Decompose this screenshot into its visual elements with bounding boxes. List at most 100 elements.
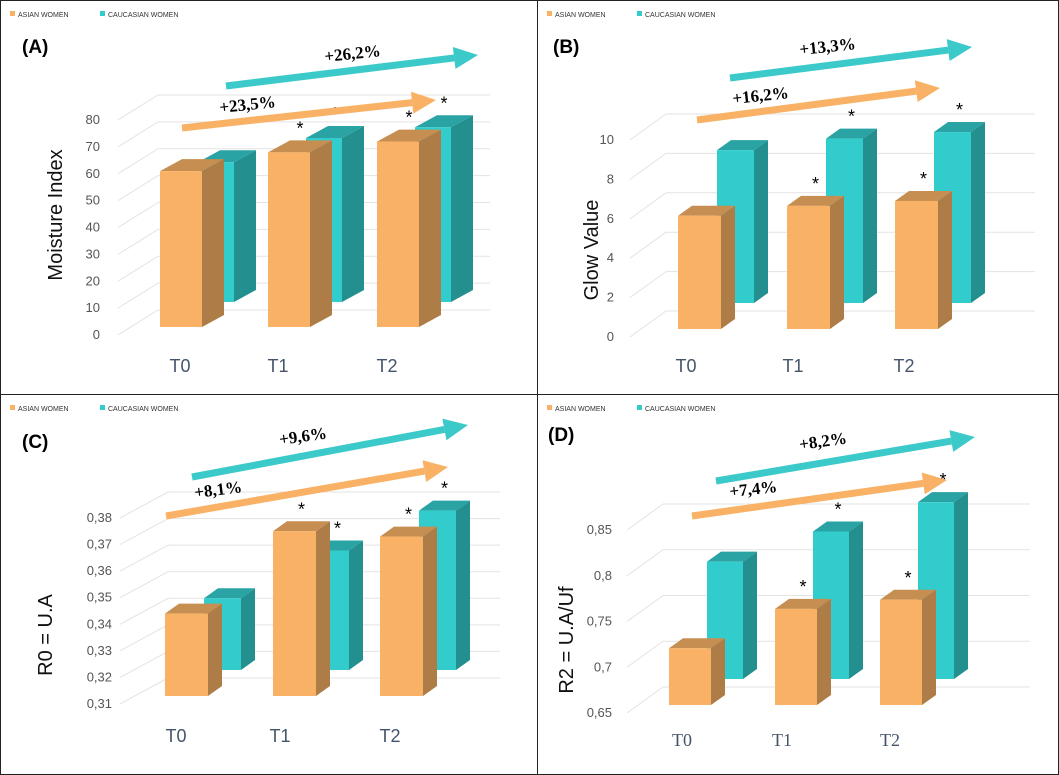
percent-change-label: +8,2%	[798, 428, 848, 453]
legend-swatch-asian	[10, 11, 15, 16]
percent-change-label: +8,1%	[193, 477, 243, 502]
percent-change-label: +16,2%	[731, 83, 789, 108]
significance-marker: *	[405, 505, 412, 525]
panel-label: (C)	[22, 432, 48, 453]
y-tick-label: 0,31	[87, 696, 112, 711]
gridline-side	[629, 231, 667, 259]
panel-d-frame	[537, 394, 1059, 775]
y-tick-label: 0,85	[587, 522, 612, 537]
legend-label-asian: ASIAN WOMEN	[555, 12, 606, 19]
gridline-side	[119, 677, 169, 705]
legend-label-caucasian: CAUCASIAN WOMEN	[108, 406, 178, 413]
legend-swatch-asian	[547, 405, 552, 410]
panel-label: (D)	[548, 425, 574, 446]
y-tick-label: 60	[86, 166, 100, 181]
gridline-side	[119, 624, 169, 652]
y-tick-label: 0,32	[87, 669, 112, 684]
legend-swatch-asian	[10, 405, 15, 410]
trend-arrow-asian	[696, 80, 940, 124]
significance-marker: *	[296, 118, 303, 138]
significance-marker: *	[834, 499, 841, 519]
bar-asian-t2	[880, 589, 936, 705]
y-tick-label: 70	[86, 139, 100, 154]
chart-panel-b: ASIAN WOMEN CAUCASIAN WOMEN (B) 0 2 4 6 8 10 Glow…	[547, 11, 1035, 376]
gridline-side	[626, 595, 664, 622]
y-tick-label: 0,34	[87, 616, 112, 631]
bar-asian-t0	[678, 205, 735, 329]
trend-arrow-caucasian	[729, 39, 972, 82]
legend-label-caucasian: CAUCASIAN WOMEN	[108, 12, 178, 19]
trend-arrow-caucasian	[191, 418, 468, 481]
gridline-side	[626, 549, 664, 577]
y-tick-label: 0,8	[594, 568, 612, 583]
gridline-side	[119, 650, 169, 678]
gridline-side	[117, 228, 159, 255]
bar-asian-t2	[380, 526, 437, 696]
gridline-side	[119, 597, 169, 625]
trend-arrow-asian	[165, 460, 448, 520]
x-tick-label: T2	[379, 726, 400, 746]
legend-label-caucasian: CAUCASIAN WOMEN	[645, 406, 715, 413]
legend-label-caucasian: CAUCASIAN WOMEN	[645, 12, 715, 19]
legend-label-asian: ASIAN WOMEN	[555, 406, 606, 413]
significance-marker: *	[441, 479, 448, 499]
x-tick-label: T2	[880, 730, 900, 750]
significance-marker: *	[405, 108, 412, 128]
y-tick-label: 0	[607, 329, 614, 344]
significance-marker: *	[812, 174, 819, 194]
y-tick-label: 20	[86, 273, 100, 288]
gridline-side	[629, 152, 667, 180]
y-tick-label: 0,75	[587, 614, 612, 629]
significance-marker: *	[440, 93, 447, 113]
bar-asian-t0	[160, 159, 224, 327]
y-tick-label: 4	[607, 250, 614, 265]
x-tick-label: T2	[376, 356, 397, 376]
legend-label-asian: ASIAN WOMEN	[18, 12, 69, 19]
bar-asian-t1	[273, 521, 330, 696]
significance-marker: *	[904, 568, 911, 588]
trend-arrow-caucasian	[225, 47, 478, 90]
legend-swatch-caucasian	[100, 11, 105, 16]
bar-asian-t0	[669, 638, 725, 705]
gridline-side	[119, 571, 169, 599]
y-tick-label: 40	[86, 220, 100, 235]
y-tick-label: 10	[86, 300, 100, 315]
bar-asian-t1	[787, 195, 844, 329]
gridline-side	[117, 121, 159, 148]
y-tick-label: 30	[86, 246, 100, 261]
chart-panel-a: ASIAN WOMEN CAUCASIAN WOMEN (A) 0 10 20 30 40 50…	[10, 11, 490, 376]
percent-change-label: +7,4%	[728, 477, 778, 501]
percent-change-label: +9,6%	[278, 423, 328, 448]
panel-label: (A)	[22, 37, 48, 58]
percent-change-label: +23,5%	[218, 92, 276, 117]
gridline-side	[629, 271, 667, 299]
chart-panel-d: ASIAN WOMEN CAUCASIAN WOMEN (D) 0,65 0,7 0,75…	[547, 405, 1030, 750]
gridline-side	[117, 255, 159, 282]
significance-marker: *	[298, 499, 305, 519]
y-tick-label: 0,35	[87, 590, 112, 605]
legend-swatch-asian	[547, 11, 552, 16]
x-tick-label: T2	[893, 356, 914, 376]
x-tick-label: T1	[269, 726, 290, 746]
bar-asian-t2	[895, 190, 952, 329]
trend-arrow-caucasian	[715, 430, 975, 485]
y-axis-label: R2 = U.A/Uf	[556, 586, 578, 694]
x-tick-label: T0	[165, 726, 186, 746]
y-axis-label: Glow Value	[581, 200, 603, 301]
bar-asian-t1	[268, 140, 332, 327]
x-tick-label: T0	[675, 356, 696, 376]
percent-change-label: +26,2%	[323, 41, 381, 66]
gridline-side	[626, 503, 664, 531]
significance-marker: *	[848, 107, 855, 127]
x-tick-label: T0	[672, 730, 692, 750]
y-tick-label: 80	[86, 112, 100, 127]
y-tick-label: 50	[86, 193, 100, 208]
gridline-side	[626, 686, 664, 714]
gridline-side	[119, 544, 169, 572]
gridline-side	[629, 113, 667, 141]
gridline-side	[117, 202, 159, 228]
bar-asian-t1	[775, 598, 831, 705]
y-tick-label: 8	[607, 171, 614, 186]
significance-marker: *	[799, 577, 806, 597]
y-tick-label: 0,37	[87, 537, 112, 552]
